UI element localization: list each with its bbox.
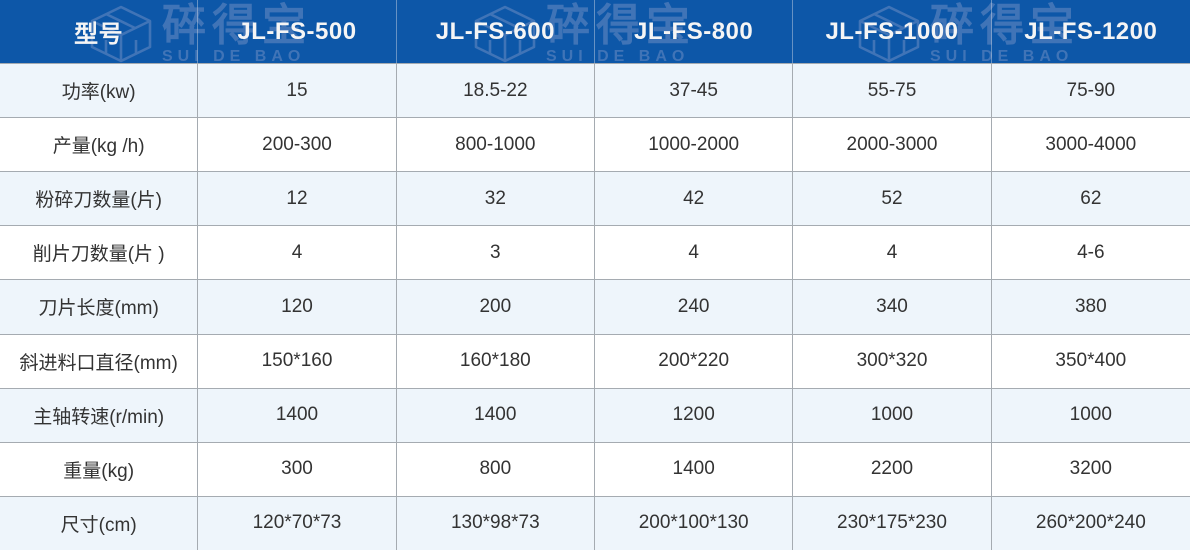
spec-cell: 160*180 — [397, 334, 595, 388]
header-model-jl-fs-1200: JL-FS-1200 — [1024, 17, 1158, 45]
spec-cell: 340 — [793, 280, 992, 334]
spec-cell: 1400 — [397, 388, 595, 442]
row-label: 削片刀数量(片 ) — [0, 226, 199, 280]
spec-cell: 37-45 — [595, 64, 794, 118]
spec-cell: 200*220 — [595, 334, 794, 388]
spec-cell: 200-300 — [198, 118, 397, 172]
table-row-dimensions: 尺寸(cm) 120*70*73 130*98*73 200*100*130 2… — [0, 495, 1190, 550]
header-model-jl-fs-800: JL-FS-800 — [595, 0, 794, 63]
spec-cell: 3 — [397, 226, 595, 280]
table-row-chipping-blades: 削片刀数量(片 ) 4 3 4 4 4-6 — [0, 225, 1190, 280]
spec-cell: 130*98*73 — [397, 496, 595, 550]
table-row-crushing-blades: 粉碎刀数量(片) 12 32 42 52 62 — [0, 171, 1190, 226]
spec-cell: 800-1000 — [397, 118, 595, 172]
spec-cell: 1000 — [1069, 404, 1112, 426]
header-corner-label: 型号 — [0, 0, 199, 63]
row-label: 刀片长度(mm) — [0, 280, 199, 334]
spec-cell: 230*175*230 — [793, 496, 992, 550]
spec-cell: 2200 — [793, 442, 992, 496]
spec-cell: 52 — [793, 172, 992, 226]
spec-cell: 12 — [198, 172, 397, 226]
spec-cell: 1200 — [595, 388, 794, 442]
header-model-jl-fs-500: JL-FS-500 — [198, 0, 397, 63]
table-row-spindle-speed: 主轴转速(r/min) 1400 1400 1200 1000 1000 — [0, 387, 1190, 442]
spec-cell: 1400 — [198, 388, 397, 442]
spec-cell: 300 — [198, 442, 397, 496]
spec-cell: 62 — [1080, 187, 1102, 209]
spec-cell: 1400 — [595, 442, 794, 496]
table-row-inlet-diameter: 斜进料口直径(mm) 150*160 160*180 200*220 300*3… — [0, 333, 1190, 388]
spec-cell: 1000-2000 — [595, 118, 794, 172]
spec-cell: 32 — [397, 172, 595, 226]
spec-cell: 42 — [595, 172, 794, 226]
table-row-weight: 重量(kg) 300 800 1400 2200 3200 — [0, 441, 1190, 496]
table-row-power: 功率(kw) 15 18.5-22 37-45 55-75 75-90 — [0, 63, 1190, 118]
spec-cell: 150*160 — [198, 334, 397, 388]
spec-cell: 300*320 — [793, 334, 992, 388]
spec-cell: 4 — [793, 226, 992, 280]
spec-cell: 200*100*130 — [595, 496, 794, 550]
spec-cell: 120 — [198, 280, 397, 334]
table-row-output: 产量(kg /h) 200-300 800-1000 1000-2000 200… — [0, 117, 1190, 172]
row-label: 重量(kg) — [0, 442, 199, 496]
row-label: 主轴转速(r/min) — [0, 388, 199, 442]
spec-cell: 800 — [397, 442, 595, 496]
spec-cell: 3000-4000 — [1045, 133, 1137, 155]
row-label: 功率(kw) — [0, 64, 199, 118]
header-model-jl-fs-1000: JL-FS-1000 — [793, 0, 992, 63]
spec-cell: 260*200*240 — [1035, 512, 1146, 534]
row-label: 粉碎刀数量(片) — [0, 172, 199, 226]
spec-cell: 75-90 — [1066, 79, 1116, 101]
table-header-row: 碎得宝 SUI DE BAO 碎得宝 SUI DE BAO — [0, 0, 1190, 63]
table-row-blade-length: 刀片长度(mm) 120 200 240 340 380 — [0, 279, 1190, 334]
spec-cell: 4-6 — [1077, 241, 1105, 263]
spec-cell: 380 — [1074, 295, 1107, 317]
spec-cell: 1000 — [793, 388, 992, 442]
spec-cell: 2000-3000 — [793, 118, 992, 172]
spec-cell: 18.5-22 — [397, 64, 595, 118]
spec-cell: 4 — [595, 226, 794, 280]
spec-cell: 55-75 — [793, 64, 992, 118]
row-label: 尺寸(cm) — [0, 496, 199, 550]
spec-cell: 3200 — [1069, 458, 1112, 480]
spec-cell: 240 — [595, 280, 794, 334]
row-label: 产量(kg /h) — [0, 118, 199, 172]
header-model-jl-fs-600: JL-FS-600 — [397, 0, 595, 63]
spec-cell: 200 — [397, 280, 595, 334]
row-label: 斜进料口直径(mm) — [0, 334, 199, 388]
spec-cell: 15 — [198, 64, 397, 118]
spec-cell: 4 — [198, 226, 397, 280]
spec-cell: 120*70*73 — [198, 496, 397, 550]
spec-cell: 350*400 — [1055, 350, 1127, 372]
